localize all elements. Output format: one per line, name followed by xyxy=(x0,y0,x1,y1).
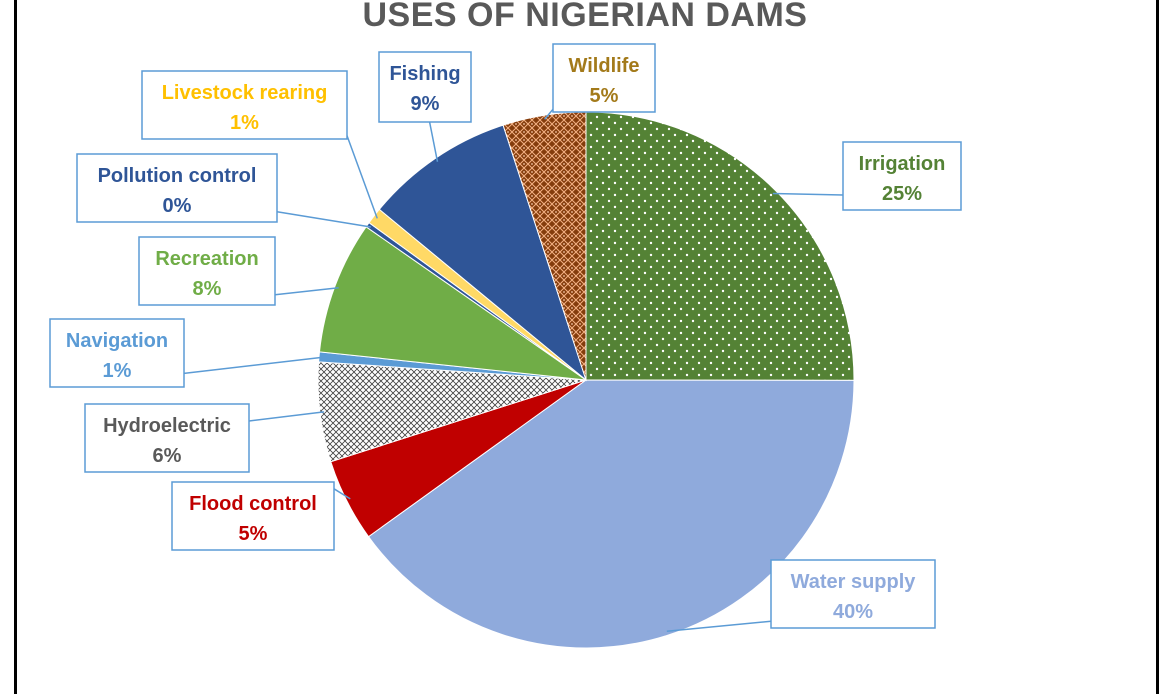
label-box xyxy=(84,403,250,473)
slice-category-label: Irrigation xyxy=(859,153,946,175)
pie-slices xyxy=(317,111,855,649)
data-label-livestock-rearing: Livestock rearing 1% xyxy=(141,70,348,140)
leader-line xyxy=(276,211,371,228)
leader-lines xyxy=(183,108,844,633)
slice-category-label: Recreation xyxy=(155,248,258,270)
data-label-irrigation: Irrigation 25% xyxy=(842,141,962,211)
label-box xyxy=(770,559,936,629)
slice-percent-label: 6% xyxy=(153,445,182,467)
pie-slice-fishing xyxy=(378,124,588,382)
data-label-water-supply: Water supply 40% xyxy=(770,559,936,629)
label-box xyxy=(76,153,278,223)
data-label-navigation: Navigation 1% xyxy=(49,318,185,388)
slice-percent-label: 8% xyxy=(193,278,222,300)
label-box xyxy=(552,43,656,113)
leader-line xyxy=(666,620,772,633)
slice-category-label: Fishing xyxy=(389,63,460,85)
data-label-pollution-control: Pollution control 0% xyxy=(76,153,278,223)
slice-category-label: Wildlife xyxy=(569,55,640,77)
data-label-hydroelectric: Hydroelectric 6% xyxy=(84,403,250,473)
label-box xyxy=(141,70,348,140)
data-label-fishing: Fishing 9% xyxy=(378,51,472,123)
leader-line xyxy=(248,411,325,422)
slice-percent-label: 5% xyxy=(239,523,268,545)
label-box xyxy=(138,236,276,306)
slice-category-label: Livestock rearing xyxy=(162,82,328,104)
label-box xyxy=(842,141,962,211)
chart-title: USES OF NIGERIAN DAMS xyxy=(362,0,808,34)
slice-percent-label: 1% xyxy=(103,360,132,382)
leader-line xyxy=(333,488,351,500)
slice-percent-label: 9% xyxy=(411,93,440,115)
leader-line xyxy=(544,108,554,120)
label-box xyxy=(171,481,335,551)
slice-percent-label: 5% xyxy=(590,85,619,107)
slice-percent-label: 1% xyxy=(230,112,259,134)
slice-percent-label: 40% xyxy=(833,601,873,623)
leader-line xyxy=(274,287,339,296)
slice-category-label: Water supply xyxy=(791,571,917,593)
pie-slice-recreation xyxy=(318,226,587,381)
data-label-recreation: Recreation 8% xyxy=(138,236,276,306)
slice-category-label: Pollution control xyxy=(98,165,257,187)
data-labels: Irrigation 25% Water supply 40% Flood contro… xyxy=(49,43,962,629)
data-label-flood-control: Flood control 5% xyxy=(171,481,335,551)
frame-border-right xyxy=(1156,0,1159,694)
slice-category-label: Flood control xyxy=(189,493,317,515)
slice-category-label: Hydroelectric xyxy=(103,415,231,437)
pie-slice-irrigation xyxy=(585,111,855,381)
leader-line xyxy=(772,192,844,196)
slice-percent-label: 25% xyxy=(882,183,922,205)
pie-slice-water-supply xyxy=(367,379,855,649)
label-box xyxy=(378,51,472,123)
data-label-wildlife: Wildlife 5% xyxy=(552,43,656,113)
leader-line xyxy=(428,121,439,162)
leader-line xyxy=(346,135,378,219)
slice-percent-label: 0% xyxy=(163,195,192,217)
leader-line xyxy=(183,356,324,375)
slice-category-label: Navigation xyxy=(66,330,168,352)
frame-border-left xyxy=(14,0,17,694)
label-box xyxy=(49,318,185,388)
